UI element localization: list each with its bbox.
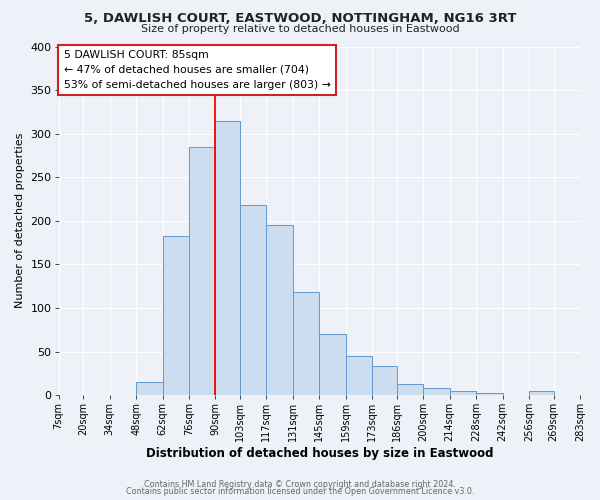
Bar (215, 122, 240, 395)
Text: Contains HM Land Registry data © Crown copyright and database right 2024.: Contains HM Land Registry data © Crown c… (144, 480, 456, 489)
Text: 5, DAWLISH COURT, EASTWOOD, NOTTINGHAM, NG16 3RT: 5, DAWLISH COURT, EASTWOOD, NOTTINGHAM, … (84, 12, 516, 26)
Bar (529, 391, 554, 395)
Bar (163, 236, 189, 395)
Text: Contains public sector information licensed under the Open Government Licence v3: Contains public sector information licen… (126, 487, 474, 496)
Bar (136, 382, 163, 395)
Bar (189, 146, 215, 395)
Bar (397, 384, 423, 395)
Bar (266, 225, 293, 395)
Bar (240, 205, 266, 395)
Bar (449, 391, 476, 395)
Bar (423, 388, 449, 395)
Text: Size of property relative to detached houses in Eastwood: Size of property relative to detached ho… (140, 24, 460, 34)
Bar (319, 334, 346, 395)
Bar (293, 292, 319, 395)
Y-axis label: Number of detached properties: Number of detached properties (15, 133, 25, 308)
X-axis label: Distribution of detached houses by size in Eastwood: Distribution of detached houses by size … (146, 447, 493, 460)
Text: 5 DAWLISH COURT: 85sqm
← 47% of detached houses are smaller (704)
53% of semi-de: 5 DAWLISH COURT: 85sqm ← 47% of detached… (64, 50, 331, 90)
Bar (346, 356, 372, 395)
Bar (476, 394, 503, 395)
Bar (372, 366, 397, 395)
